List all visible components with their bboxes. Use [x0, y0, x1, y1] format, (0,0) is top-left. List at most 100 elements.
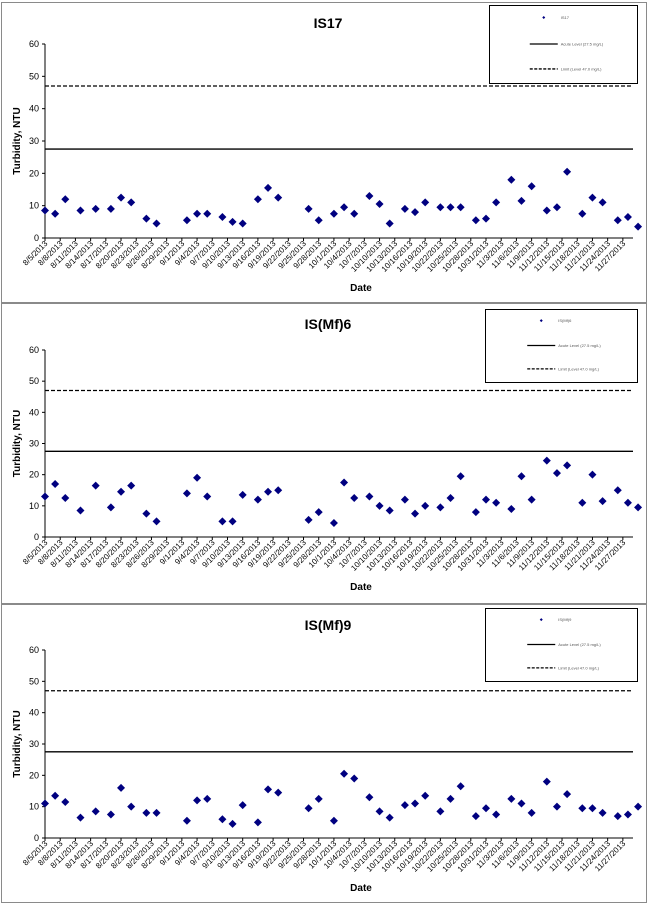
data-point — [400, 495, 409, 504]
data-point — [634, 802, 643, 811]
data-point — [274, 788, 283, 797]
data-point — [340, 769, 349, 778]
data-point — [436, 503, 445, 512]
data-point — [613, 486, 622, 495]
data-point — [421, 791, 430, 800]
data-point — [598, 198, 607, 207]
data-point — [527, 182, 536, 191]
data-point — [634, 503, 643, 512]
data-point — [76, 506, 85, 515]
data-point — [91, 204, 100, 213]
legend — [485, 309, 638, 383]
y-tick-label: 30 — [29, 739, 39, 749]
chart-title: IS(Mf)9 — [305, 617, 352, 633]
data-point — [421, 198, 430, 207]
data-point — [203, 794, 212, 803]
y-tick-label: 30 — [29, 136, 39, 146]
data-point — [375, 807, 384, 816]
data-point — [563, 790, 572, 799]
legend-entry-label: Acute Level (27.5 mg/L) — [558, 343, 601, 348]
y-tick-label: 10 — [29, 802, 39, 812]
data-point — [228, 517, 237, 526]
data-point — [106, 204, 115, 213]
data-point — [51, 480, 60, 489]
data-point — [117, 487, 126, 496]
y-axis-label: Turbidity, NTU — [12, 107, 23, 174]
data-point — [578, 804, 587, 813]
data-point — [106, 810, 115, 819]
data-point — [482, 214, 490, 223]
data-point — [492, 810, 501, 819]
legend-entry-label: IS(Mf)6 — [558, 318, 572, 323]
data-point — [446, 203, 455, 212]
legend-entry-label: IS(Mf)9 — [558, 617, 572, 622]
data-point — [314, 508, 323, 517]
legend-marker — [539, 319, 543, 323]
x-axis-label: Date — [350, 582, 372, 593]
data-point — [91, 481, 100, 490]
data-point — [203, 209, 212, 218]
data-point — [41, 206, 49, 215]
data-point — [365, 793, 374, 802]
chart-title: IS(Mf)6 — [305, 316, 352, 332]
data-point — [385, 219, 394, 228]
y-tick-label: 0 — [34, 833, 39, 843]
data-point — [61, 494, 70, 503]
data-point — [507, 175, 516, 184]
data-point — [304, 804, 313, 813]
data-point — [552, 203, 561, 212]
data-point — [142, 808, 151, 817]
data-point — [623, 498, 632, 507]
panel-frame — [1, 604, 647, 903]
data-point — [41, 799, 49, 808]
data-point — [238, 801, 247, 810]
legend — [489, 5, 638, 84]
data-point — [106, 503, 115, 512]
y-tick-label: 10 — [29, 501, 39, 511]
data-point — [542, 777, 551, 786]
legend-marker — [542, 15, 546, 19]
data-point — [193, 473, 202, 482]
data-point — [274, 486, 283, 495]
data-point — [517, 196, 526, 205]
legend-entry-label: Limit (Level 47.0 mg/L) — [558, 665, 599, 670]
data-point — [127, 198, 136, 207]
data-point — [253, 818, 262, 827]
legend-entry-label: Limit (Level 47.0 mg/L) — [561, 66, 602, 71]
data-point — [228, 819, 237, 828]
data-point — [517, 799, 526, 808]
data-point — [400, 204, 409, 213]
y-tick-label: 30 — [29, 439, 39, 449]
y-tick-label: 20 — [29, 770, 39, 780]
data-point — [203, 492, 212, 501]
data-point — [127, 481, 136, 490]
data-point — [350, 209, 359, 218]
data-point — [517, 472, 526, 481]
data-point — [264, 487, 273, 496]
data-point — [385, 506, 394, 515]
y-tick-label: 50 — [29, 71, 39, 81]
data-point — [304, 204, 313, 213]
panel-frame — [1, 303, 647, 604]
data-point — [507, 504, 516, 513]
data-point — [623, 810, 632, 819]
data-point — [598, 808, 607, 817]
data-point — [238, 219, 247, 228]
data-point — [329, 816, 338, 825]
data-point — [507, 794, 516, 803]
data-point — [218, 815, 227, 824]
y-tick-label: 40 — [29, 104, 39, 114]
data-point — [421, 501, 430, 510]
data-point — [563, 167, 572, 176]
data-point — [218, 212, 227, 221]
data-point — [375, 501, 384, 510]
x-axis-label: Date — [350, 283, 372, 294]
data-point — [41, 492, 49, 501]
data-point — [411, 509, 420, 518]
data-point — [304, 515, 313, 524]
data-point — [264, 183, 273, 192]
data-point — [436, 203, 445, 212]
data-point — [117, 783, 126, 792]
data-point — [492, 198, 501, 207]
